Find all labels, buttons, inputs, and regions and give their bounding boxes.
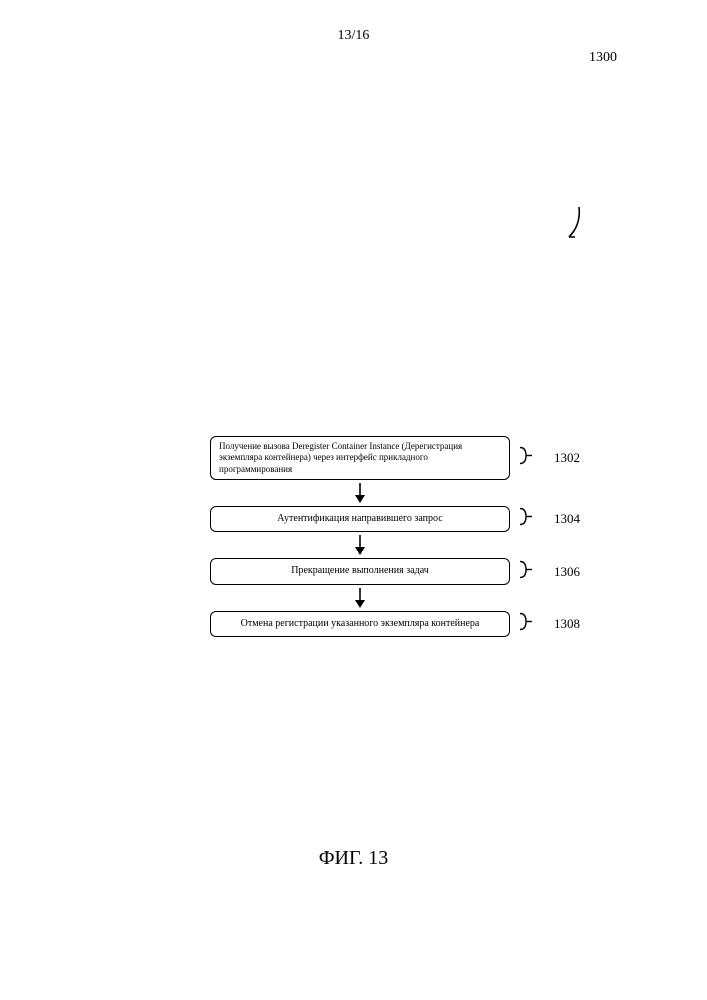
flow-step-box: Аутентификация направившего запрос [210,506,510,533]
figure-caption: ФИГ. 13 [0,847,707,870]
arrow-down-icon [210,532,510,558]
reference-bracket-icon [518,445,534,470]
step-reference-number: 1306 [554,564,580,580]
step-reference-number: 1308 [554,616,580,632]
reference-bracket-icon [518,612,534,637]
flow-step: Аутентификация направившего запрос 1304 [210,506,510,533]
flowchart: Получение вызова Deregister Container In… [170,436,550,637]
flow-step-box: Отмена регистрации указанного экземпляра… [210,611,510,638]
reference-bracket-icon [518,507,534,532]
figure-reference-label: 1300 [589,50,617,66]
arrow-down-icon [210,480,510,506]
step-reference-number: 1302 [554,450,580,466]
step-reference-number: 1304 [554,511,580,527]
flow-step-box: Прекращение выполнения задач [210,558,510,585]
flow-step-box: Получение вызова Deregister Container In… [210,436,510,480]
figure-reference-arrow-icon [557,205,587,250]
page-number: 13/16 [0,28,707,44]
page: 13/16 1300 Получение вызова Deregister C… [0,0,707,1000]
flow-step: Получение вызова Deregister Container In… [210,436,510,480]
reference-bracket-icon [518,559,534,584]
flow-step: Отмена регистрации указанного экземпляра… [210,611,510,638]
flow-step: Прекращение выполнения задач 1306 [210,558,510,585]
arrow-down-icon [210,585,510,611]
